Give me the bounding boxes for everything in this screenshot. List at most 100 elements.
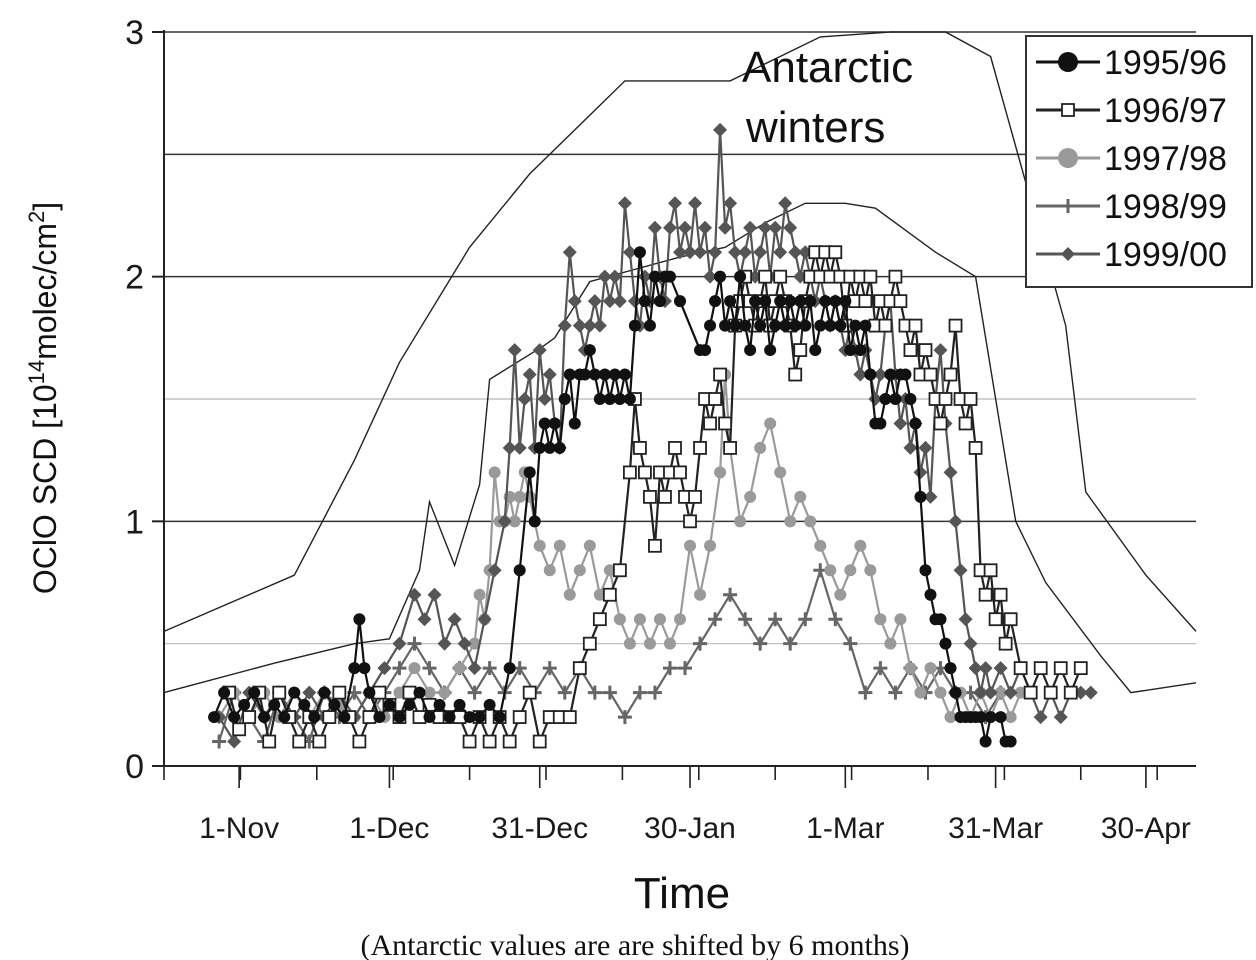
data-point — [268, 698, 281, 711]
data-point — [568, 417, 581, 430]
data-point — [884, 637, 897, 650]
data-point — [993, 661, 1008, 676]
data-point — [473, 711, 486, 724]
data-point — [774, 295, 787, 308]
data-point — [603, 564, 616, 577]
data-point — [888, 685, 903, 700]
x-axis-title: Time — [634, 869, 730, 918]
data-point — [784, 295, 797, 308]
data-point — [523, 466, 536, 479]
data-point — [463, 711, 476, 724]
data-point — [1043, 685, 1058, 700]
data-point — [427, 587, 442, 602]
data-point — [864, 564, 877, 577]
data-point — [863, 269, 878, 284]
data-point — [567, 294, 582, 309]
data-point — [998, 636, 1013, 651]
data-point — [538, 417, 551, 430]
data-point — [713, 122, 728, 137]
data-point — [638, 295, 651, 308]
data-point — [888, 269, 903, 284]
data-point — [913, 465, 928, 480]
data-point — [688, 196, 703, 211]
data-point — [673, 465, 687, 480]
data-point — [968, 661, 983, 676]
data-point — [477, 612, 492, 627]
data-point — [622, 245, 637, 260]
legend-label: 1996/97 — [1104, 92, 1227, 130]
data-point — [617, 196, 632, 211]
data-point — [528, 515, 541, 528]
data-point — [738, 612, 753, 627]
x-tick-label: 31-Dec — [491, 812, 588, 845]
data-point — [628, 319, 641, 332]
annotation-line-2: winters — [745, 103, 885, 152]
data-point — [889, 393, 902, 405]
data-point — [563, 368, 576, 381]
data-point — [1013, 661, 1028, 676]
data-point — [769, 319, 782, 332]
data-point — [684, 539, 697, 552]
data-point — [562, 710, 577, 724]
y-axis-title-part-a: OClO SCD [10 — [27, 384, 63, 594]
data-point — [592, 318, 607, 333]
data-point — [688, 489, 702, 504]
data-point — [674, 295, 686, 308]
data-point — [958, 612, 973, 627]
data-point — [783, 636, 798, 651]
data-point — [1004, 735, 1017, 748]
data-point — [232, 722, 247, 737]
data-point — [358, 662, 371, 675]
data-point — [332, 685, 347, 700]
data-point — [793, 343, 808, 357]
data-point — [437, 636, 452, 651]
data-point — [973, 685, 988, 700]
data-point — [854, 344, 867, 357]
data-point — [723, 441, 737, 455]
data-point — [417, 612, 432, 627]
data-point — [943, 367, 958, 382]
y-tick-labels: 0 1 2 3 — [125, 14, 164, 786]
data-point — [693, 245, 708, 260]
data-point — [968, 441, 983, 455]
data-point — [348, 662, 361, 675]
y-tick-label: 1 — [125, 503, 144, 541]
data-point — [719, 319, 732, 332]
data-point — [724, 295, 737, 308]
data-point — [423, 686, 436, 699]
x-tick-label: 31-Mar — [948, 812, 1043, 845]
data-point — [854, 539, 867, 552]
data-point — [709, 295, 722, 308]
x-tick-label: 1-Nov — [199, 812, 279, 845]
data-point — [834, 588, 847, 601]
data-point — [723, 196, 738, 211]
data-point — [934, 613, 947, 626]
data-point — [662, 661, 677, 676]
data-point — [708, 392, 722, 406]
data-point — [988, 612, 1003, 627]
data-point — [843, 636, 858, 651]
data-point — [673, 245, 687, 260]
data-point — [512, 710, 527, 724]
data-point — [572, 661, 587, 676]
data-point — [804, 295, 817, 308]
data-point — [433, 698, 446, 711]
data-point — [507, 343, 522, 358]
data-point — [773, 269, 788, 284]
data-point — [583, 344, 596, 357]
data-point — [392, 636, 407, 651]
data-point — [978, 587, 993, 602]
data-series — [208, 122, 1098, 749]
data-point — [623, 637, 636, 650]
data-point — [1004, 711, 1017, 724]
data-point — [258, 711, 271, 724]
data-point — [352, 734, 367, 749]
data-point — [598, 368, 611, 381]
data-point — [773, 245, 788, 260]
data-point — [608, 368, 621, 381]
data-point — [809, 344, 822, 357]
data-point — [278, 711, 291, 724]
data-point — [532, 734, 547, 749]
data-point — [948, 514, 963, 529]
